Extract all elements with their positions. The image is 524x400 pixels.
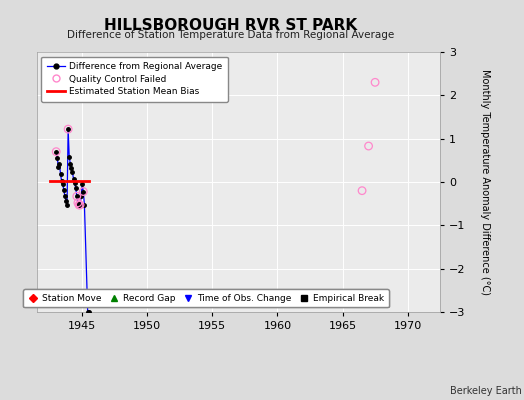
Quality Control Failed — [76, 202, 84, 208]
Difference from Regional Average — [79, 182, 85, 186]
Difference from Regional Average — [59, 179, 65, 184]
Difference from Regional Average — [73, 185, 79, 190]
Difference from Regional Average — [58, 172, 64, 177]
Quality Control Failed — [371, 79, 379, 86]
Difference from Regional Average — [53, 149, 59, 154]
Difference from Regional Average — [70, 176, 77, 181]
Text: HILLSBOROUGH RVR ST PARK: HILLSBOROUGH RVR ST PARK — [104, 18, 357, 33]
Quality Control Failed — [74, 200, 82, 206]
Difference from Regional Average — [84, 310, 91, 314]
Difference from Regional Average — [69, 170, 75, 175]
Difference from Regional Average — [75, 200, 81, 205]
Point — [358, 188, 366, 194]
Quality Control Failed — [52, 148, 60, 155]
Text: Berkeley Earth: Berkeley Earth — [450, 386, 521, 396]
Line: Difference from Regional Average: Difference from Regional Average — [54, 127, 91, 314]
Quality Control Failed — [73, 193, 81, 200]
Difference from Regional Average — [54, 156, 60, 160]
Quality Control Failed — [75, 202, 83, 208]
Difference from Regional Average — [66, 154, 72, 159]
Difference from Regional Average — [77, 202, 83, 207]
Difference from Regional Average — [74, 194, 80, 199]
Difference from Regional Average — [60, 182, 66, 186]
Difference from Regional Average — [68, 166, 74, 170]
Difference from Regional Average — [63, 198, 69, 203]
Difference from Regional Average — [71, 181, 78, 186]
Quality Control Failed — [64, 126, 72, 132]
Difference from Regional Average — [85, 310, 92, 314]
Quality Control Failed — [79, 188, 88, 195]
Difference from Regional Average — [80, 189, 86, 194]
Difference from Regional Average — [55, 164, 61, 169]
Difference from Regional Average — [56, 161, 62, 166]
Difference from Regional Average — [67, 161, 73, 166]
Text: Difference of Station Temperature Data from Regional Average: Difference of Station Temperature Data f… — [67, 30, 394, 40]
Legend: Station Move, Record Gap, Time of Obs. Change, Empirical Break: Station Move, Record Gap, Time of Obs. C… — [23, 290, 389, 308]
Estimated Station Mean Bias — [47, 179, 53, 184]
Difference from Regional Average — [61, 187, 67, 192]
Difference from Regional Average — [78, 194, 84, 199]
Y-axis label: Monthly Temperature Anomaly Difference (°C): Monthly Temperature Anomaly Difference (… — [479, 69, 489, 295]
Difference from Regional Average — [64, 202, 70, 207]
Difference from Regional Average — [65, 127, 71, 132]
Difference from Regional Average — [76, 202, 82, 207]
Estimated Station Mean Bias — [85, 179, 92, 184]
Difference from Regional Average — [81, 202, 88, 207]
Difference from Regional Average — [62, 194, 68, 199]
Quality Control Failed — [364, 143, 373, 149]
